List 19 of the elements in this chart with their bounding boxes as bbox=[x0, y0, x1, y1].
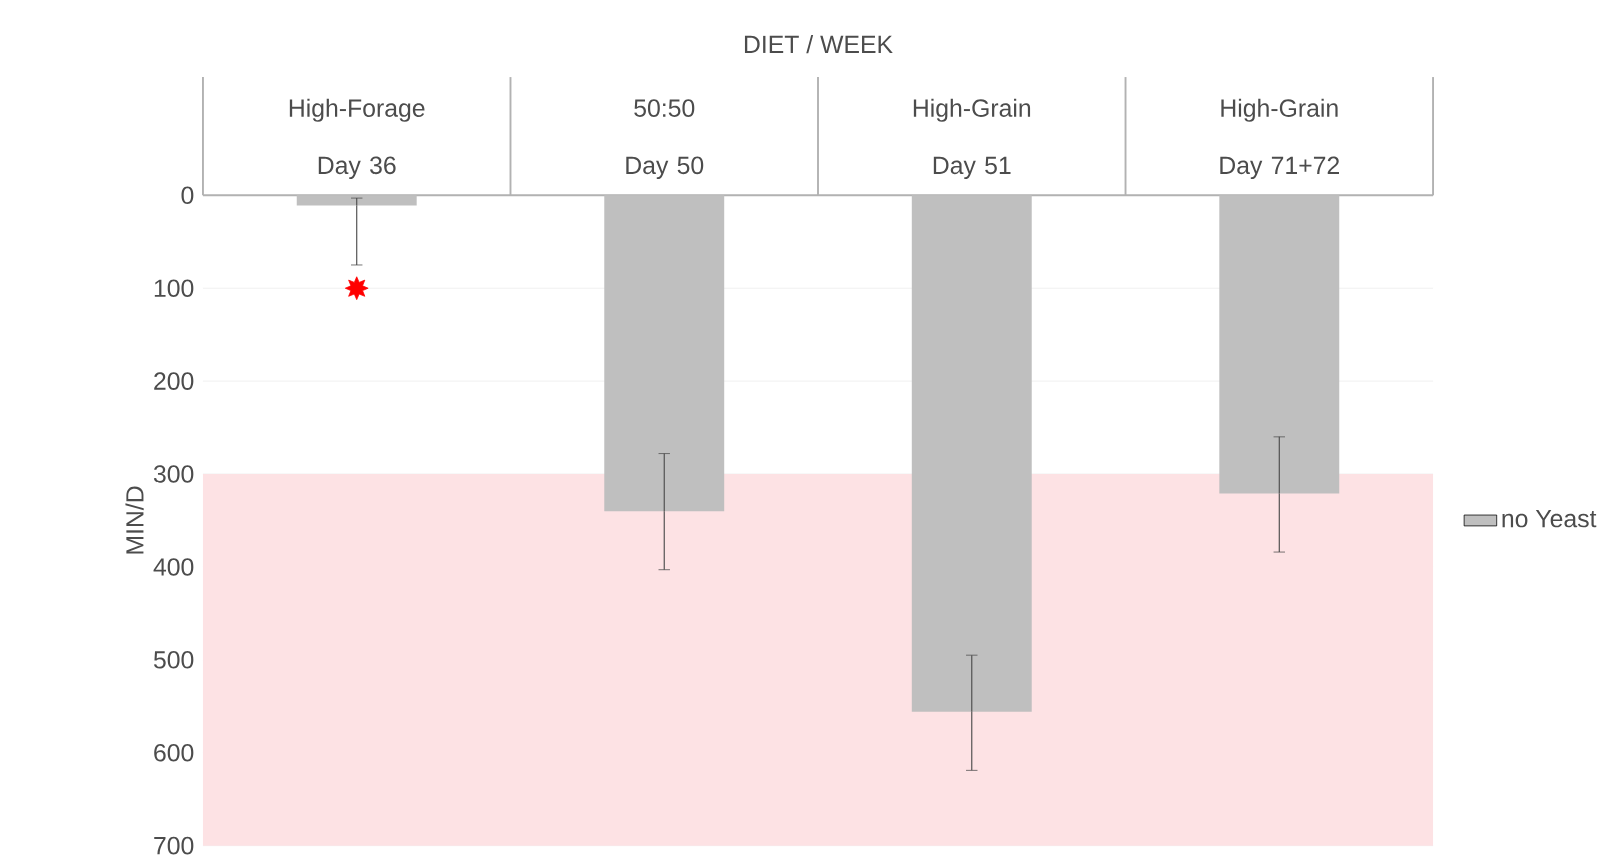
y-tick-label: 0 bbox=[181, 186, 194, 205]
bar bbox=[604, 195, 725, 512]
chart-title: DIET / WEEK bbox=[744, 35, 893, 54]
y-tick-label: 200 bbox=[154, 372, 194, 391]
category-label: High-Forage Day 36 bbox=[289, 98, 425, 180]
y-tick-label: 500 bbox=[153, 651, 194, 669]
y-tick-label: 100 bbox=[154, 279, 194, 298]
category-label: High-Grain Day 71+72 bbox=[1220, 98, 1339, 180]
y-tick-label: 700 bbox=[154, 837, 194, 855]
legend-label: no Yeast bbox=[1502, 510, 1597, 528]
category-label: High-Grain Day 51 bbox=[913, 98, 1031, 180]
bar bbox=[1219, 195, 1340, 494]
bar bbox=[296, 195, 417, 206]
bar bbox=[911, 195, 1032, 713]
y-axis-title: MIN/D bbox=[125, 486, 144, 554]
y-tick-label: 400 bbox=[153, 558, 194, 576]
y-tick-label: 600 bbox=[154, 744, 194, 762]
y-tick-label: 300 bbox=[153, 465, 194, 483]
category-label: 50:50 Day 50 bbox=[626, 99, 704, 180]
